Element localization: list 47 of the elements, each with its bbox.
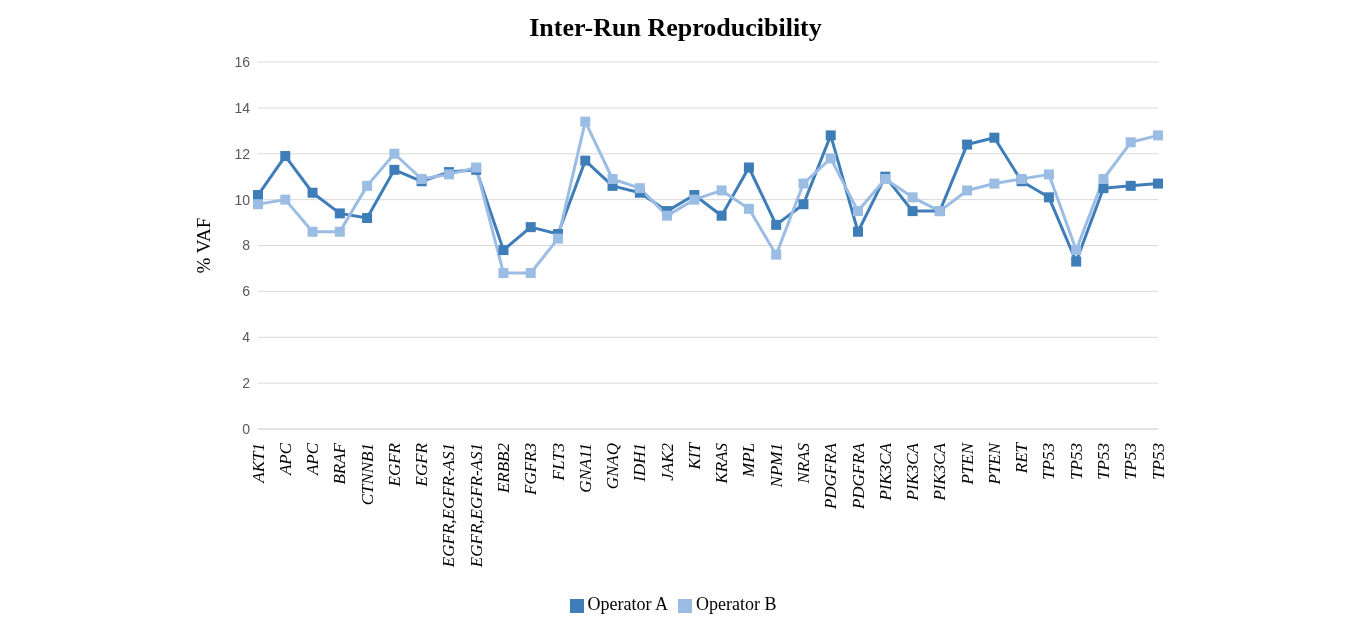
x-tick-label: FLT3	[548, 443, 568, 482]
x-tick-label: KIT	[684, 441, 704, 471]
x-tick-label: NPM1	[766, 443, 786, 489]
y-tick-label: 14	[234, 99, 251, 116]
x-tick-label: PIK3CA	[903, 442, 923, 502]
x-tick-label: KRAS	[712, 442, 732, 485]
y-axis-title: % VAF	[192, 217, 214, 274]
x-tick-label: EGFR,EGFR-AS1	[466, 443, 486, 569]
x-tick-label: IDH1	[630, 443, 650, 483]
x-tick-label: TP53	[1093, 443, 1113, 480]
legend-label: Operator A	[587, 594, 668, 614]
legend-label: Operator B	[696, 594, 777, 614]
y-tick-label: 8	[242, 237, 251, 254]
x-tick-label: PDGFRA	[848, 442, 868, 511]
x-tick-label: TP53	[1066, 443, 1086, 480]
x-tick-label: CTNNB1	[357, 443, 377, 506]
x-tick-label: APC	[303, 442, 323, 477]
x-tick-label: TP53	[1148, 443, 1168, 480]
x-tick-label: BRAF	[330, 442, 350, 485]
x-tick-label: ERBB2	[493, 442, 513, 495]
x-tick-label: PIK3CA	[875, 442, 895, 502]
x-tick-label: TP53	[1121, 443, 1141, 480]
x-tick-label: PTEN	[957, 441, 977, 486]
x-tick-label: EGFR	[384, 442, 404, 488]
y-tick-label: 6	[242, 283, 251, 300]
x-tick-label: EGFR,EGFR-AS1	[439, 443, 459, 569]
x-tick-label: RET	[1012, 441, 1032, 475]
x-tick-label: FGFR3	[521, 443, 541, 496]
x-tick-label: GNA11	[575, 443, 595, 493]
x-tick-label: MPL	[739, 443, 759, 478]
x-tick-label: EGFR	[412, 442, 432, 488]
y-tick-label: 12	[234, 145, 251, 162]
x-tick-label: TP53	[1039, 443, 1059, 480]
x-tick-label: GNAQ	[603, 443, 623, 490]
x-tick-label: AKT1	[248, 443, 268, 484]
x-tick-label: NRAS	[793, 442, 813, 485]
x-tick-label: PDGFRA	[821, 442, 841, 511]
y-tick-label: 16	[234, 53, 251, 70]
y-tick-label: 2	[242, 375, 251, 392]
y-tick-label: 4	[242, 329, 251, 346]
chart-title: Inter-Run Reproducibility	[528, 12, 823, 44]
y-tick-label: 10	[234, 191, 251, 208]
x-tick-label: PTEN	[984, 441, 1004, 486]
x-tick-label: APC	[275, 442, 295, 477]
x-tick-label: JAK2	[657, 442, 677, 481]
y-tick-label: 0	[242, 420, 251, 437]
x-tick-label: PIK3CA	[930, 442, 950, 502]
